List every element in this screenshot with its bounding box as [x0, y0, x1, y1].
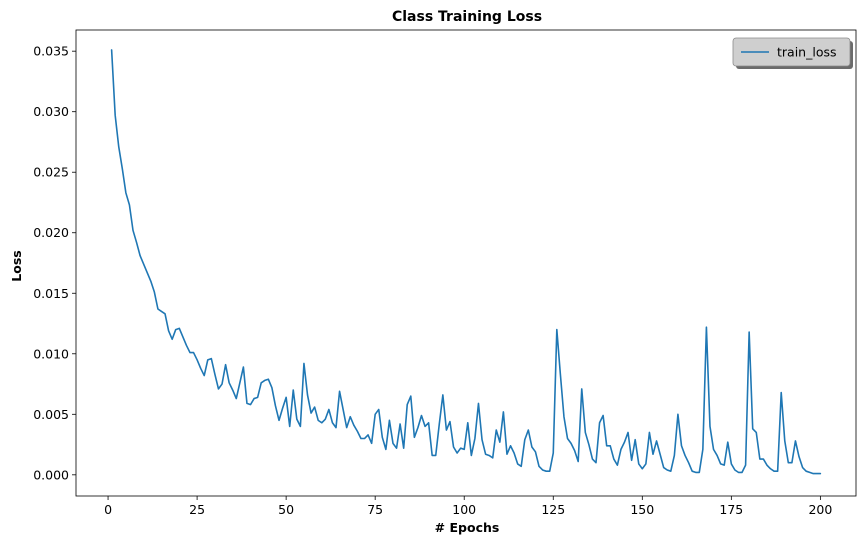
y-axis-title: Loss: [9, 250, 24, 281]
x-axis: 0 25 50 75 100 125 150 175 200: [104, 496, 832, 517]
x-axis-title: # Epochs: [435, 520, 500, 535]
legend-box: [732, 37, 851, 67]
y-tick-label: 0.025: [33, 165, 69, 180]
x-tick-label: 175: [719, 502, 743, 517]
legend: train_loss: [732, 37, 853, 69]
legend-label: train_loss: [777, 45, 837, 60]
x-tick-label: 200: [808, 502, 832, 517]
y-tick-label: 0.035: [33, 44, 69, 59]
y-tick-label: 0.005: [33, 407, 69, 422]
y-tick-label: 0.030: [33, 104, 69, 119]
x-tick-label: 25: [189, 502, 205, 517]
y-tick-label: 0.000: [33, 467, 69, 482]
y-axis: 0.000 0.005 0.010 0.015 0.020 0.025 0.030 0.035: [33, 44, 76, 482]
x-tick-label: 50: [278, 502, 294, 517]
plot-area: [110, 49, 822, 475]
x-tick-label: 150: [630, 502, 654, 517]
x-tick-label: 0: [104, 502, 112, 517]
x-tick-label: 100: [452, 502, 476, 517]
y-tick-label: 0.015: [33, 286, 69, 301]
x-tick-label: 125: [541, 502, 565, 517]
axes-frame: [75, 29, 857, 497]
y-tick-label: 0.020: [33, 225, 69, 240]
x-tick-label: 75: [367, 502, 383, 517]
series-line-train_loss: [110, 49, 822, 475]
y-tick-label: 0.010: [33, 346, 69, 361]
chart-title: Class Training Loss: [392, 9, 542, 25]
